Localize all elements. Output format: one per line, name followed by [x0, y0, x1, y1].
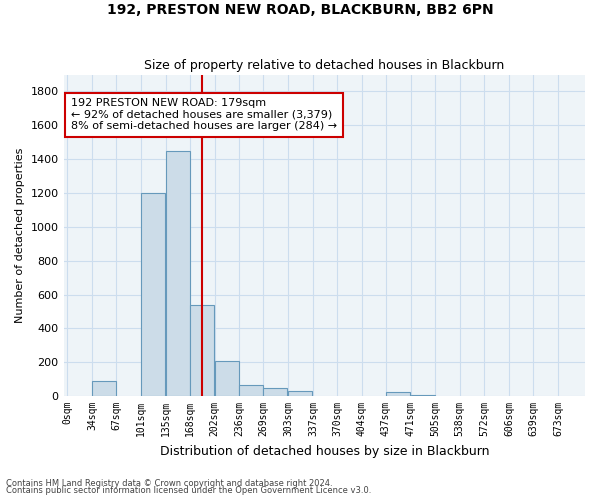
Text: Contains public sector information licensed under the Open Government Licence v3: Contains public sector information licen… [6, 486, 371, 495]
Bar [141, 193, 165, 396]
Text: 192 PRESTON NEW ROAD: 179sqm
← 92% of detached houses are smaller (3,379)
8% of : 192 PRESTON NEW ROAD: 179sqm ← 92% of de… [71, 98, 337, 132]
Bar [263, 388, 287, 396]
Text: Contains HM Land Registry data © Crown copyright and database right 2024.: Contains HM Land Registry data © Crown c… [6, 478, 332, 488]
Bar [190, 304, 214, 396]
Text: 192, PRESTON NEW ROAD, BLACKBURN, BB2 6PN: 192, PRESTON NEW ROAD, BLACKBURN, BB2 6P… [107, 2, 493, 16]
Title: Size of property relative to detached houses in Blackburn: Size of property relative to detached ho… [144, 59, 505, 72]
Y-axis label: Number of detached properties: Number of detached properties [15, 148, 25, 323]
Bar [166, 150, 190, 396]
Bar [239, 385, 263, 396]
Bar [386, 392, 410, 396]
X-axis label: Distribution of detached houses by size in Blackburn: Distribution of detached houses by size … [160, 444, 489, 458]
Bar [92, 381, 116, 396]
Bar [410, 395, 435, 396]
Bar [215, 360, 239, 396]
Bar [288, 391, 312, 396]
